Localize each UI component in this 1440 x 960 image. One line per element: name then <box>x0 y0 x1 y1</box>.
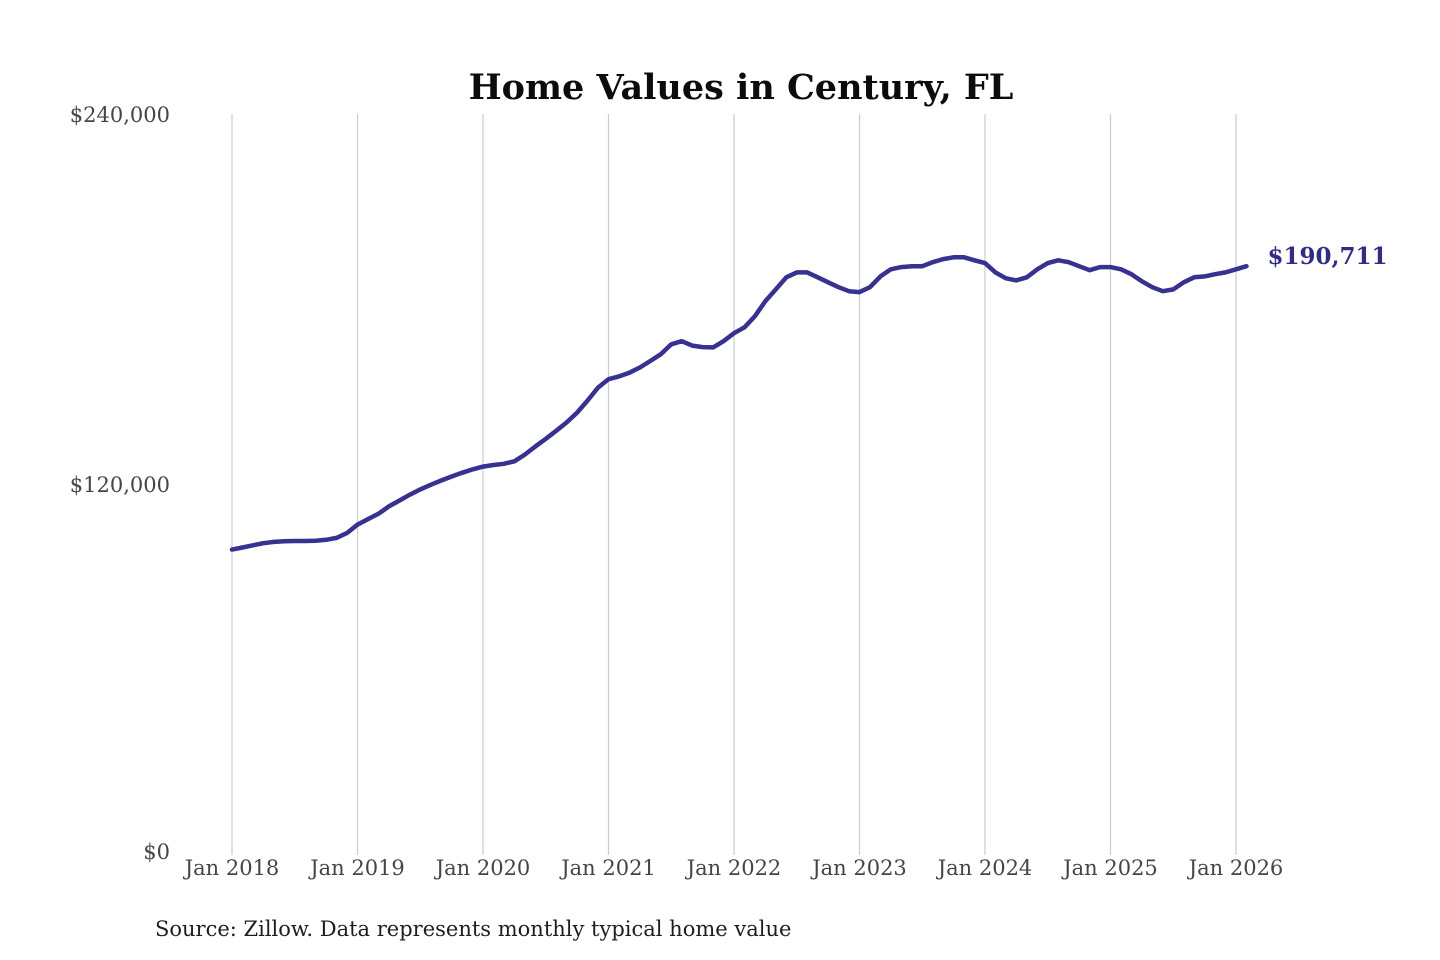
x-tick-label: Jan 2022 <box>686 856 782 880</box>
y-axis-tick-120000: $120,000 <box>69 473 170 497</box>
chart-title: Home Values in Century, FL <box>468 67 1014 109</box>
source-note: Source: Zillow. Data represents monthly … <box>155 917 792 941</box>
x-tick-label: Jan 2023 <box>812 856 907 880</box>
x-tick-label: Jan 2025 <box>1063 856 1158 880</box>
end-value-label: $190,711 <box>1267 243 1388 271</box>
x-tick-label: Jan 2021 <box>561 856 656 880</box>
x-tick-label: Jan 2024 <box>937 856 1033 880</box>
home-value-line <box>229 255 1249 552</box>
x-tick-label: Jan 2018 <box>184 856 280 880</box>
x-tick-label: Jan 2019 <box>310 856 405 880</box>
x-tick-label: Jan 2020 <box>435 856 531 880</box>
y-axis-tick-0: $0 <box>143 840 170 864</box>
x-tick-label: Jan 2026 <box>1188 856 1284 880</box>
y-axis-tick-240000: $240,000 <box>69 103 170 127</box>
